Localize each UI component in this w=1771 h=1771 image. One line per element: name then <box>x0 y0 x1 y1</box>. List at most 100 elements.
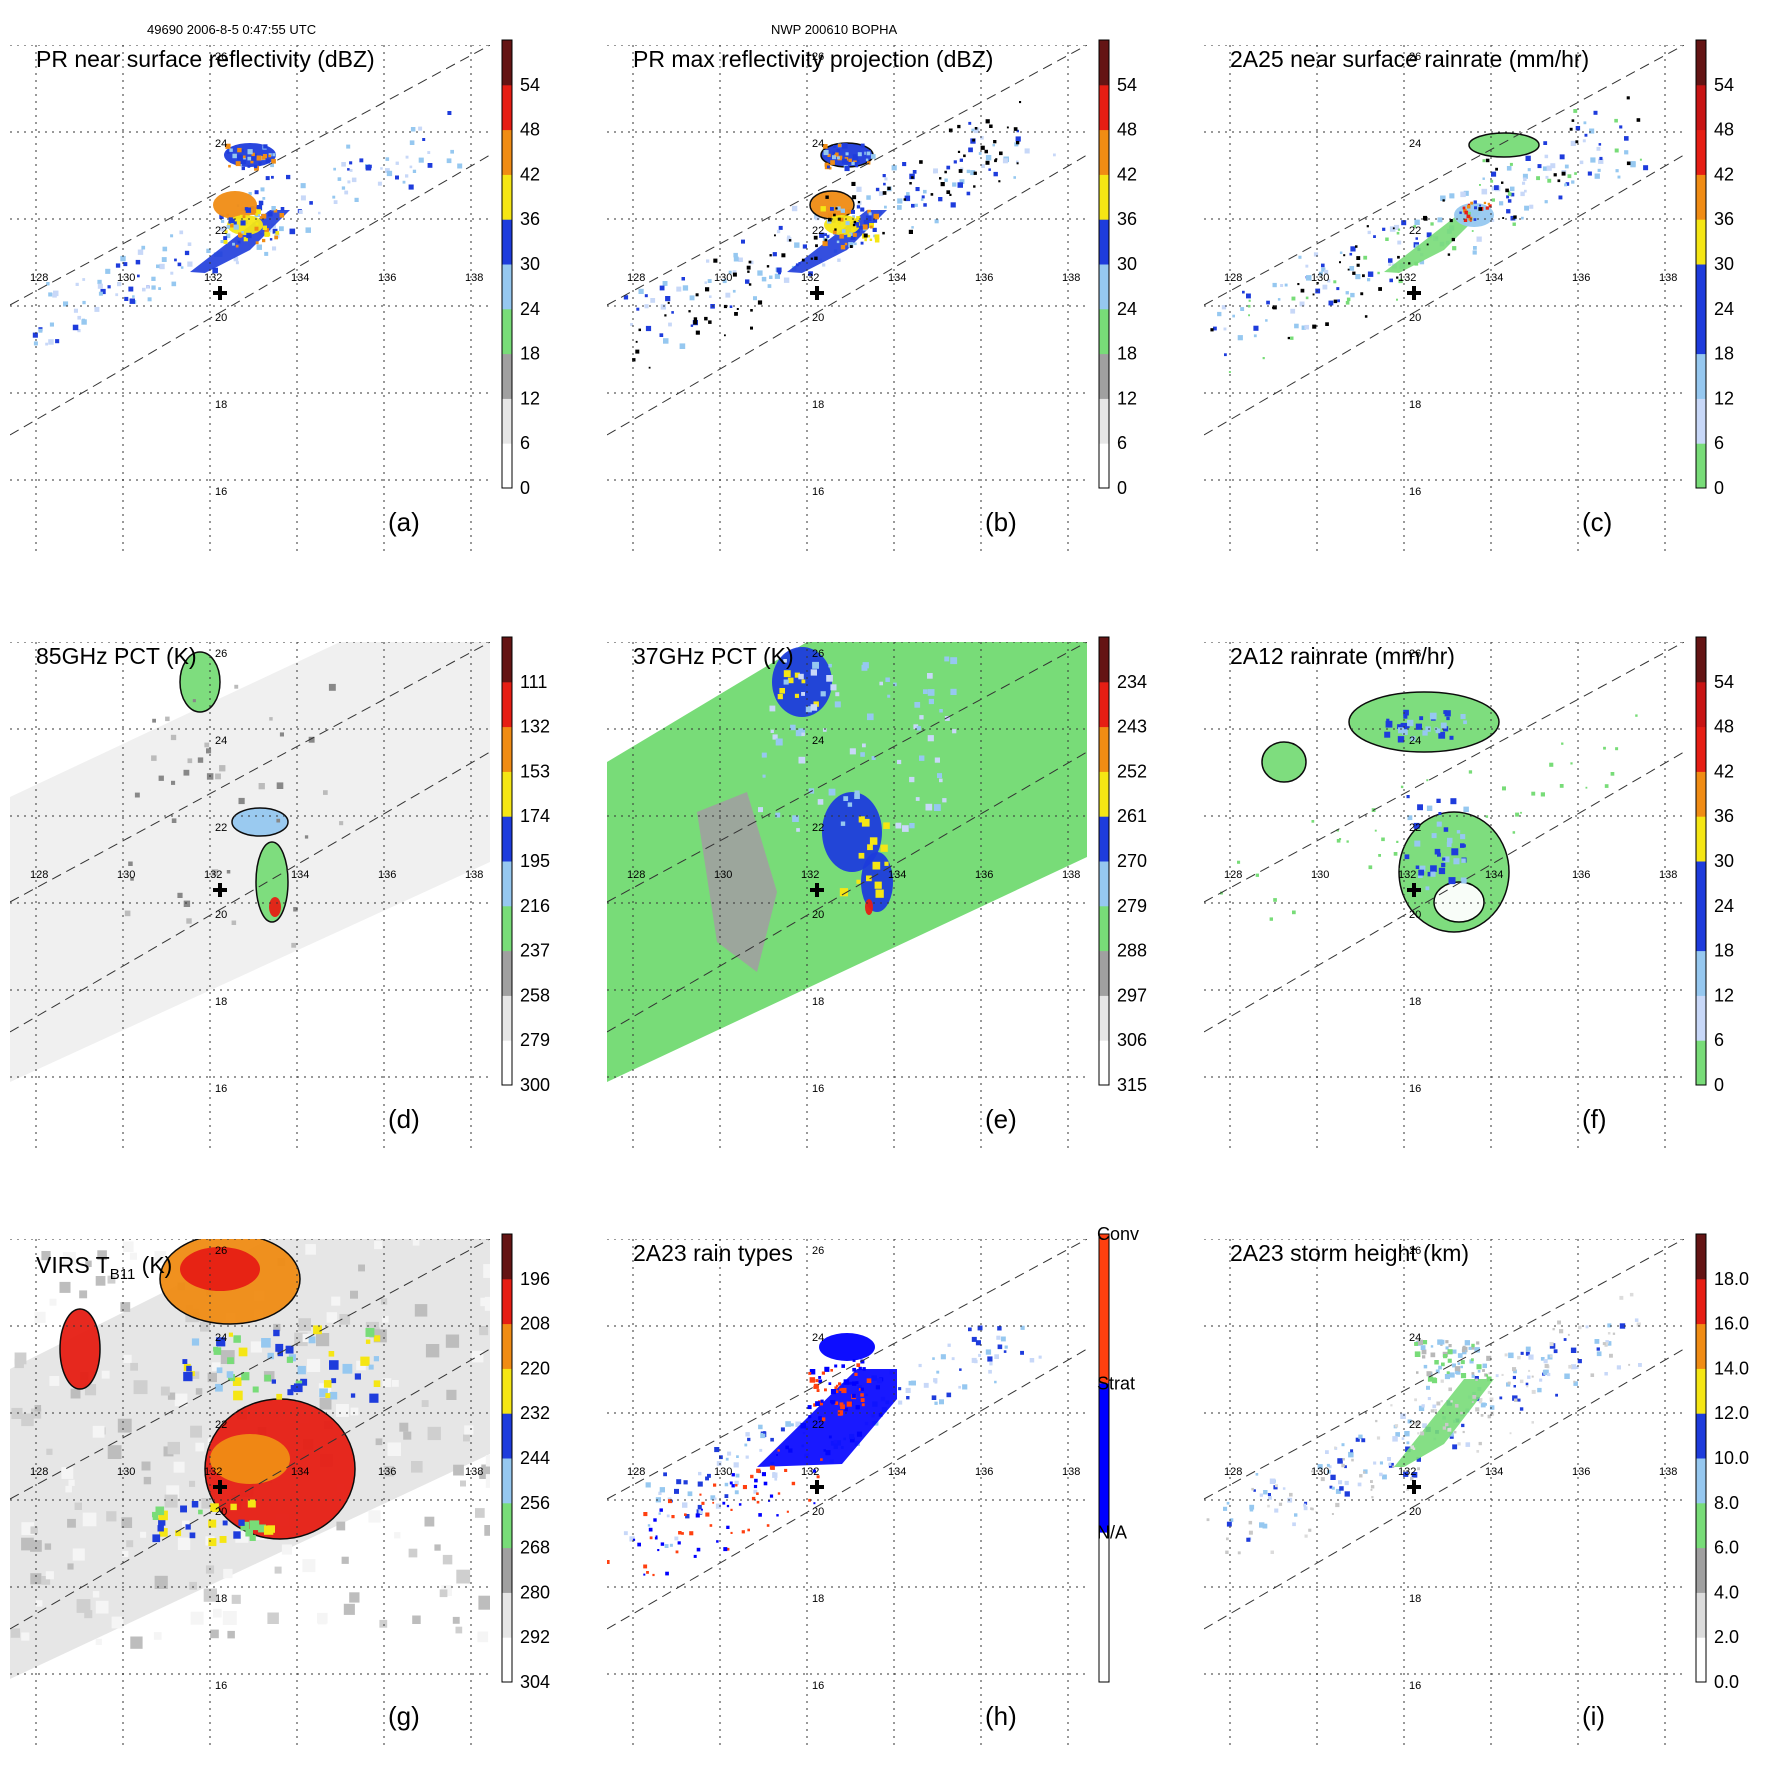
pct-speckle <box>231 920 237 925</box>
contour-fragment <box>1346 297 1351 302</box>
echo-cell <box>1525 155 1531 161</box>
echo-cell <box>1482 1369 1485 1372</box>
echo-cell <box>1454 1404 1459 1408</box>
cloud-texture <box>319 1397 332 1410</box>
cloud-edge <box>238 1519 245 1526</box>
echo-cell <box>1435 1369 1440 1374</box>
echo-cell <box>1315 1511 1318 1514</box>
echo-cell <box>908 1380 914 1386</box>
echo-cell <box>868 212 872 216</box>
echo-cell <box>1463 190 1469 196</box>
rain-rate-cell <box>1604 784 1609 788</box>
echo-cell <box>77 329 81 333</box>
pct-speckle <box>801 732 805 737</box>
echo-cell <box>763 1431 766 1434</box>
echo-cell <box>263 144 268 149</box>
cloud-texture <box>336 1404 349 1417</box>
rain-area <box>1261 741 1307 783</box>
pct-speckle <box>871 756 876 760</box>
echo-cell <box>385 168 390 173</box>
echo-cell <box>994 1354 999 1359</box>
echo-cell <box>644 294 648 298</box>
cloud-texture <box>45 1571 54 1580</box>
echo-cell <box>368 164 372 169</box>
cloud-edge <box>261 1338 271 1348</box>
echo-cell <box>1348 1451 1354 1458</box>
cloud-texture <box>480 1297 489 1307</box>
contour-fragment <box>948 128 953 133</box>
cloud-texture <box>471 1350 484 1363</box>
latitude-label: 22 <box>215 225 227 237</box>
cloud-texture <box>424 1516 435 1527</box>
pct-speckle <box>215 773 221 780</box>
echo-cell <box>832 151 836 155</box>
echo-cell <box>1512 1395 1518 1401</box>
cloud-edge <box>342 1363 353 1374</box>
longitude-label: 130 <box>117 1466 135 1478</box>
colorbar-band <box>1696 174 1706 220</box>
echo-cell <box>719 1455 723 1460</box>
echo-cell <box>659 285 665 291</box>
colorbar-tick-label: 42 <box>1117 164 1137 184</box>
echo-cell <box>1415 237 1418 240</box>
echo-cell <box>1473 246 1477 250</box>
colorbar-tick-label: 30 <box>1117 254 1137 274</box>
cloud-edge <box>285 1345 294 1354</box>
echo-cell <box>1324 269 1329 274</box>
echo-cell <box>862 1367 866 1371</box>
echo-cell <box>1557 1320 1561 1325</box>
colorbar-band <box>1696 1278 1706 1325</box>
echo-cell <box>791 1481 796 1486</box>
convective-core <box>824 215 860 235</box>
echo-cell <box>715 1503 721 1509</box>
echo-cell <box>1320 1477 1325 1482</box>
pct-speckle <box>937 773 942 779</box>
colorbar-band <box>502 950 512 996</box>
echo-cell <box>256 244 262 250</box>
rain-rate-cell <box>1368 865 1373 870</box>
pct-speckle <box>914 702 921 708</box>
echo-cell <box>834 1364 838 1368</box>
echo-cell <box>1590 1373 1595 1377</box>
echo-cell <box>1628 1363 1631 1366</box>
echo-cell <box>1512 1367 1517 1372</box>
contour-fragment <box>1396 231 1400 235</box>
echo-cell <box>1510 215 1516 221</box>
echo-cell <box>1466 205 1471 209</box>
echo-cell <box>265 176 270 181</box>
echo-cell <box>408 184 414 190</box>
contour-fragment <box>995 158 998 161</box>
echo-cell <box>247 165 251 168</box>
contour-fragment <box>1398 278 1403 284</box>
cloud-texture <box>36 1600 43 1607</box>
echo-cell <box>758 1424 763 1430</box>
colorbar-band <box>1696 681 1706 728</box>
rain-band <box>1394 1379 1494 1467</box>
colorbar-tick-label: 237 <box>520 941 550 961</box>
contour-fragment <box>814 256 818 260</box>
deep-convection-core <box>872 861 881 870</box>
contour-fragment <box>973 185 976 188</box>
echo-cell <box>1351 1458 1354 1462</box>
deep-convection-core <box>875 889 884 898</box>
echo-cell <box>146 285 150 289</box>
echo-cell <box>645 1482 651 1488</box>
echo-cell <box>934 219 939 224</box>
echo-cell <box>1417 1432 1420 1435</box>
colorbar-band <box>1696 1637 1706 1683</box>
echo-cell <box>1317 1464 1323 1470</box>
cross-bar <box>218 883 222 897</box>
cloud-texture <box>412 1239 420 1246</box>
swath-edge-north <box>607 45 1087 306</box>
pct-speckle <box>293 907 298 912</box>
convective-core <box>213 191 257 219</box>
contour-fragment <box>825 195 829 199</box>
echo-cell <box>1361 1438 1366 1443</box>
contour-fragment <box>1478 207 1482 211</box>
echo-cell <box>1447 1358 1452 1363</box>
echo-cell <box>206 248 211 253</box>
echo-cell <box>802 244 807 249</box>
echo-cell <box>1443 1354 1448 1359</box>
echo-cell <box>1382 1474 1387 1480</box>
